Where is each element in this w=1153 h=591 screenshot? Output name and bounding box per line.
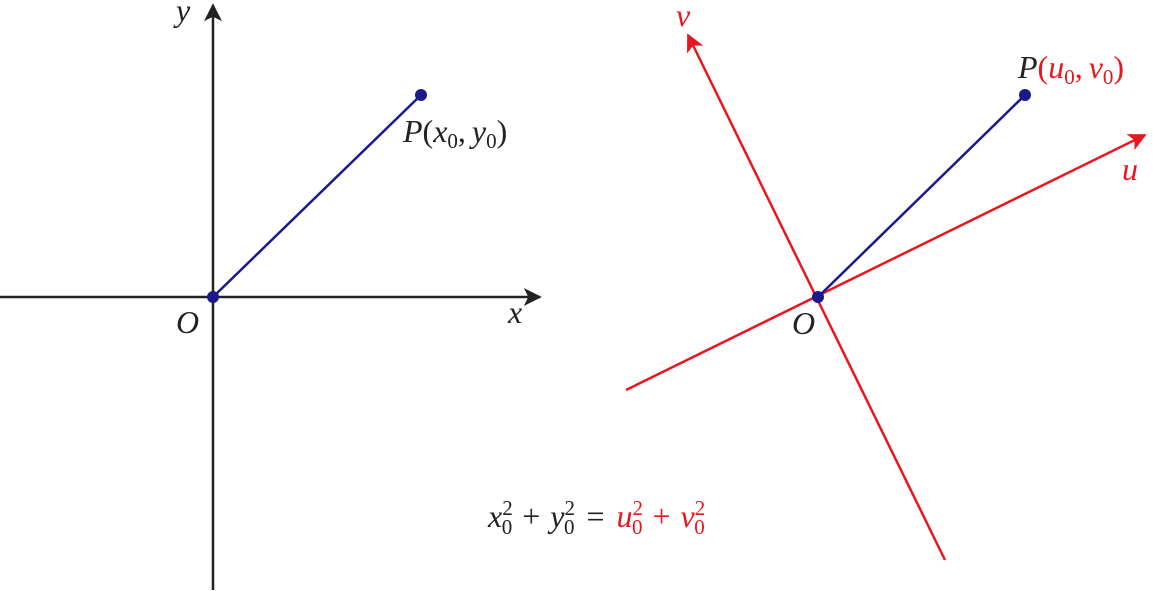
segment	[212, 94, 422, 298]
label-part: P	[402, 113, 423, 149]
label-part: v	[681, 498, 696, 534]
label-part: 2	[564, 496, 575, 520]
label-part: u	[1048, 49, 1064, 85]
label-part: 0	[564, 515, 575, 539]
label-part: +	[653, 498, 671, 534]
origin-dot	[207, 291, 219, 303]
u-label: u	[1122, 151, 1138, 187]
label-part: +	[522, 498, 540, 534]
label-part: 2	[633, 496, 644, 520]
u-axis	[625, 133, 1147, 392]
label-part: =	[586, 498, 604, 534]
label-part: y	[547, 498, 565, 534]
label-part: )	[497, 113, 508, 149]
label-part: (	[423, 113, 434, 149]
segment	[817, 94, 1026, 298]
label-part: x	[487, 498, 502, 534]
point-label: P(x0, y0)	[402, 113, 507, 153]
label-part: ,	[1075, 49, 1083, 85]
label-part: P	[1017, 49, 1038, 85]
label-part: y	[469, 113, 487, 149]
label-part: 0	[486, 129, 497, 153]
label-part: ,	[458, 113, 466, 149]
label-part: 0	[632, 515, 643, 539]
label-part: u	[617, 498, 633, 534]
y-label: y	[173, 0, 191, 28]
label-part: v	[1089, 49, 1104, 85]
label-part: 2	[695, 496, 706, 520]
equation: x2 0 + y2 0 = u2 0 + v2 0	[487, 496, 705, 539]
label-part: x	[432, 113, 447, 149]
point-dot	[1019, 89, 1031, 101]
point-label: P(u0, v0)	[1017, 49, 1124, 89]
label-part: 0	[502, 515, 513, 539]
label-part: 0	[1064, 65, 1075, 89]
point-dot	[415, 89, 427, 101]
origin-dot	[812, 291, 824, 303]
label-part: (	[1038, 49, 1049, 85]
label-part: 2	[502, 496, 513, 520]
x-label: x	[507, 294, 522, 330]
origin-label: O	[792, 305, 815, 341]
v-label: v	[676, 0, 691, 33]
origin-label: O	[176, 304, 199, 340]
label-part: 0	[447, 129, 458, 153]
label-part: 0	[1103, 65, 1114, 89]
label-part: )	[1113, 49, 1124, 85]
label-part: 0	[694, 515, 705, 539]
